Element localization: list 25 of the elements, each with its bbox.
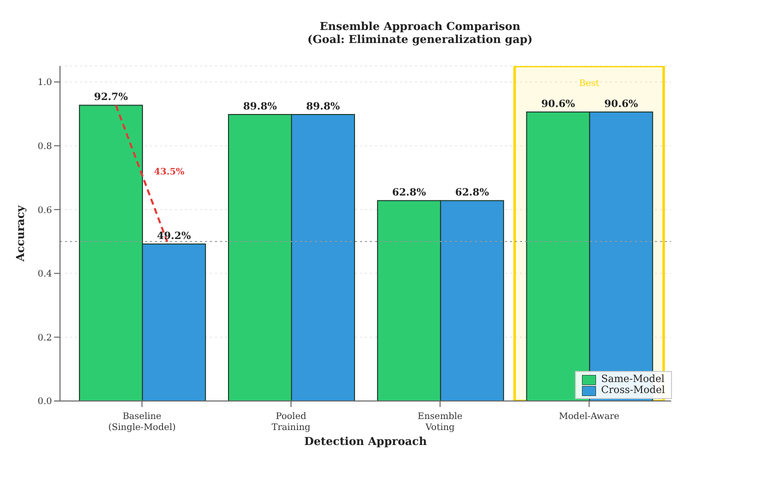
data-label: 90.6% xyxy=(541,98,576,110)
x-tick-label: Ensemble Voting xyxy=(418,412,462,433)
x-tick-label: Model-Aware xyxy=(558,412,620,422)
data-label: 89.8% xyxy=(306,101,340,112)
x-tick-label: Baseline (Single-Model) xyxy=(108,412,176,433)
y-axis-title: Accuracy xyxy=(14,204,27,262)
data-label: 62.8% xyxy=(455,188,490,199)
data-label: 49.2% xyxy=(157,231,192,242)
y-tick-label: 0.4 xyxy=(38,270,52,280)
y-tick-label: 0.0 xyxy=(38,397,52,408)
legend-label: Same-Model xyxy=(601,374,664,385)
x-axis-title: Detection Approach xyxy=(304,435,427,448)
band-label: Best xyxy=(579,79,600,89)
legend-label: Cross-Model xyxy=(601,385,665,396)
y-tick-label: 0.8 xyxy=(38,142,52,152)
y-tick-label: 0.6 xyxy=(38,206,52,216)
chart-title: Ensemble Approach Comparison (Goal: Eliminate generalization gap) xyxy=(307,20,533,46)
data-label: 89.8% xyxy=(243,101,278,112)
data-label: 92.7% xyxy=(94,92,128,104)
data-label: 90.6% xyxy=(604,98,639,110)
data-label: 62.8% xyxy=(392,188,426,199)
y-tick-label: 0.2 xyxy=(38,333,52,344)
annotation: 43.5% xyxy=(154,167,185,178)
x-tick-label: Pooled Training xyxy=(272,412,311,433)
y-tick-label: 1.0 xyxy=(38,78,52,88)
